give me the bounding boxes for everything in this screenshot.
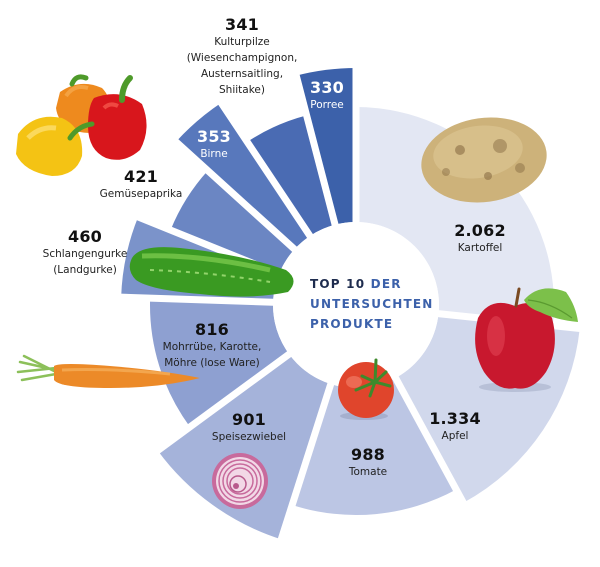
title-der: DER	[370, 277, 402, 291]
wedge-speisezwiebel	[157, 354, 331, 540]
potato-image	[421, 117, 547, 203]
segment-name: Kulturpilze	[214, 36, 270, 48]
wedge-mohrrübe	[150, 298, 290, 427]
segment-value: 460	[68, 227, 102, 246]
segment-label-porree: 330 Porree	[310, 79, 344, 113]
wedge-birne	[175, 102, 310, 250]
segment-value: 2.062	[454, 221, 506, 240]
segment-name: Shiitake)	[219, 84, 265, 96]
segment-label-schlangengurke: 460 Schlangengurke (Landgurke)	[43, 228, 128, 278]
segment-name: (Wiesenchampignon,	[186, 52, 298, 64]
segment-value: 988	[350, 445, 385, 464]
chart-title: TOP 10 DER UNTERSUCHTEN PRODUKTE	[310, 274, 433, 334]
segment-value: 816	[194, 320, 229, 339]
segment-label-kartoffel: 2.062 Kartoffel	[454, 222, 506, 256]
segment-value: 1.334	[429, 409, 481, 428]
segment-name: (Landgurke)	[53, 264, 117, 276]
wedge-gemüsepaprika	[170, 170, 295, 274]
tomato-image	[338, 358, 394, 420]
title-line-1: TOP 10 DER	[310, 274, 433, 294]
segment-name: Möhre (lose Ware)	[164, 357, 260, 369]
segment-name: Schlangengurke	[42, 248, 128, 260]
segment-name: Apfel	[441, 430, 469, 442]
title-line-3: PRODUKTE	[310, 317, 394, 331]
segment-name: Austernsaitling,	[200, 68, 284, 80]
center-circle	[273, 222, 439, 388]
segment-name: Gemüsepaprika	[99, 188, 183, 200]
segment-name: Mohrrübe, Karotte,	[162, 341, 262, 353]
segment-label-birne: 353 Birne	[197, 128, 231, 162]
segment-value: 341	[225, 15, 259, 34]
onion-image	[212, 453, 268, 509]
carrot-image	[16, 354, 200, 388]
wedge-porree	[296, 68, 356, 225]
segment-name: Porree	[310, 99, 344, 111]
cucumber-image	[129, 247, 294, 297]
apple-image	[475, 287, 578, 392]
segment-label-speisezwiebel: 901 Speisezwiebel	[212, 411, 286, 445]
segment-label-mohrrübe: 816 Mohrrübe, Karotte, Möhre (lose Ware)	[163, 321, 262, 371]
segment-label-tomate: 988 Tomate	[349, 446, 387, 480]
segment-label-gemüsepaprika: 421 Gemüsepaprika	[100, 168, 183, 202]
wedge-kartoffel	[356, 107, 554, 326]
wedge-tomate	[292, 377, 457, 515]
segment-name: Tomate	[348, 466, 388, 478]
segment-value: 421	[124, 167, 158, 186]
segment-value: 330	[310, 78, 344, 97]
segment-label-kulturpilze: 341 Kulturpilze (Wiesenchampignon, Austerns…	[187, 16, 298, 98]
segment-name: Speisezwiebel	[211, 431, 287, 443]
segment-value: 901	[232, 410, 266, 429]
segment-name: Kartoffel	[457, 242, 503, 254]
segment-label-apfel: 1.334 Apfel	[429, 410, 481, 444]
segment-value: 353	[197, 127, 231, 146]
title-top10: TOP 10	[310, 277, 366, 291]
segment-name: Birne	[200, 148, 228, 160]
peppers-image	[16, 74, 147, 176]
title-line-2: UNTERSUCHTEN	[310, 297, 434, 311]
